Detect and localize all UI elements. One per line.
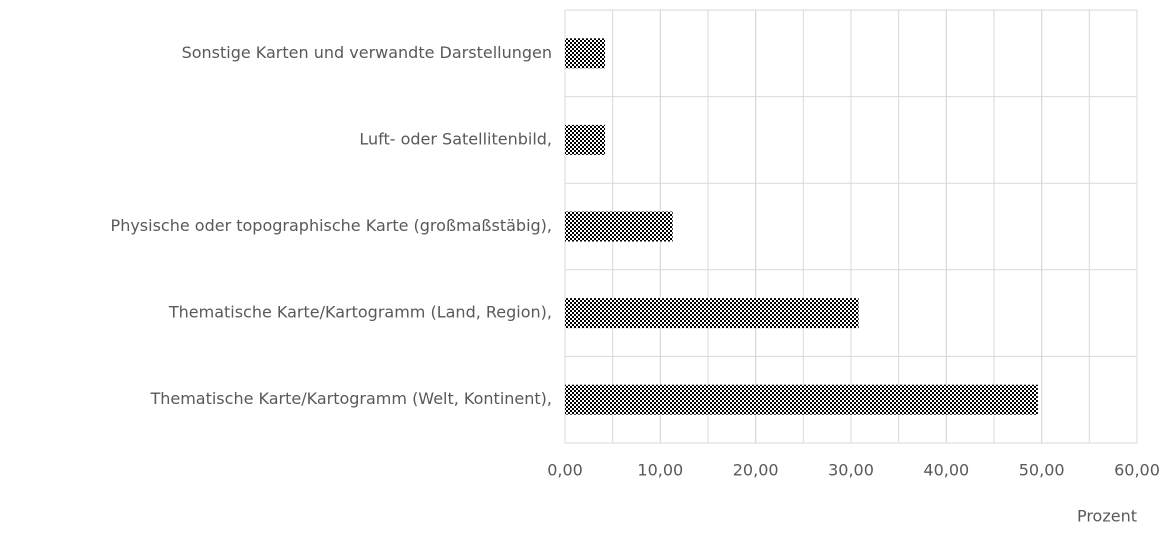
x-tick-label: 30,00 — [828, 461, 874, 480]
x-tick-label: 20,00 — [733, 461, 779, 480]
bar — [565, 298, 859, 329]
bar — [565, 211, 673, 242]
x-tick-label: 0,00 — [547, 461, 583, 480]
x-tick-label: 60,00 — [1114, 461, 1160, 480]
y-tick-label: Thematische Karte/Kartogramm (Land, Regi… — [168, 303, 552, 322]
y-tick-label: Physische oder topographische Karte (gro… — [111, 216, 552, 235]
x-axis-label: Prozent — [1077, 507, 1137, 526]
x-tick-label: 40,00 — [923, 461, 969, 480]
y-tick-label: Luft- oder Satellitenbild, — [359, 129, 552, 148]
bar — [565, 124, 606, 155]
x-tick-label: 10,00 — [637, 461, 683, 480]
x-tick-label: 50,00 — [1019, 461, 1065, 480]
bar — [565, 38, 606, 69]
y-tick-label: Sonstige Karten und verwandte Darstellun… — [182, 43, 552, 62]
y-tick-label: Thematische Karte/Kartogramm (Welt, Kont… — [149, 389, 552, 408]
bar — [565, 384, 1038, 415]
